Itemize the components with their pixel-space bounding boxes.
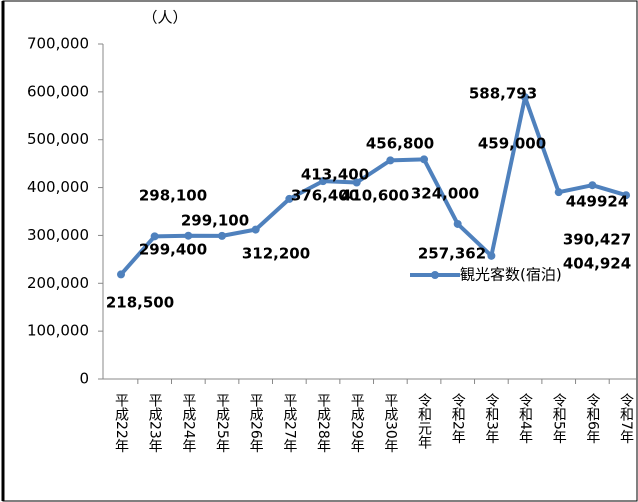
value-label: 588,793 xyxy=(469,85,537,103)
x-tick-label: 平成24年 xyxy=(180,393,196,453)
y-tick-label: 400,000 xyxy=(27,178,89,196)
unit-label: （人） xyxy=(142,9,187,27)
value-label: 404,924 xyxy=(563,255,631,273)
point xyxy=(453,219,462,228)
x-tick-label: 令和3年 xyxy=(483,393,499,444)
point xyxy=(218,231,227,240)
y-tick-label: 300,000 xyxy=(27,226,89,244)
x-tick-label: 令和7年 xyxy=(618,393,634,444)
y-tick-label: 700,000 xyxy=(27,35,89,53)
value-label: 299,100 xyxy=(181,212,249,230)
x-tick-label: 令和元年 xyxy=(416,393,432,449)
point xyxy=(622,191,631,200)
legend-marker xyxy=(431,271,439,279)
x-tick-label: 平成25年 xyxy=(214,393,230,453)
value-label: 456,800 xyxy=(366,135,434,153)
value-label: 324,000 xyxy=(411,185,479,203)
point xyxy=(386,156,395,165)
value-label: 410,600 xyxy=(341,187,409,205)
y-tick-label: 600,000 xyxy=(27,82,89,100)
x-tick-label: 令和6年 xyxy=(584,393,600,444)
x-tick-label: 平成22年 xyxy=(113,393,129,453)
point xyxy=(184,231,193,240)
value-label: 413,400 xyxy=(301,166,369,184)
value-label: 218,500 xyxy=(106,294,174,312)
y-tick-label: 500,000 xyxy=(27,130,89,148)
value-label: 257,362 xyxy=(418,245,486,263)
x-tick-label: 平成23年 xyxy=(147,393,163,453)
point xyxy=(117,270,125,279)
point xyxy=(521,93,530,102)
point xyxy=(487,251,496,260)
point xyxy=(285,194,294,203)
point xyxy=(554,188,563,197)
x-tick-label: 令和2年 xyxy=(450,393,466,444)
point xyxy=(352,178,361,187)
value-label: 390,427 xyxy=(563,231,631,249)
point xyxy=(319,177,328,186)
x-tick-label: 令和4年 xyxy=(517,393,533,444)
x-tick-label: 平成26年 xyxy=(248,393,264,453)
point xyxy=(150,232,159,241)
series-line xyxy=(119,95,627,276)
value-label: 459,000 xyxy=(478,135,546,153)
x-tick-label: 平成27年 xyxy=(281,393,297,453)
x-tick-label: 令和5年 xyxy=(551,393,567,444)
x-tick-label: 平成28年 xyxy=(315,393,331,453)
y-tick-label: 100,000 xyxy=(27,322,89,340)
annotation: 449924 xyxy=(566,193,629,211)
value-label: 376,400 xyxy=(291,187,359,205)
x-tick-label: 平成30年 xyxy=(382,393,398,453)
y-tick-label: 0 xyxy=(79,370,89,388)
legend-label: 観光客数(宿泊) xyxy=(460,266,562,284)
value-label: 298,100 xyxy=(139,187,207,205)
y-tick-label: 200,000 xyxy=(27,274,89,292)
point xyxy=(588,181,597,190)
value-label: 312,200 xyxy=(242,245,310,263)
point xyxy=(251,225,260,234)
x-tick-label: 平成29年 xyxy=(349,393,365,453)
value-label: 299,400 xyxy=(139,241,207,259)
point xyxy=(420,155,429,164)
